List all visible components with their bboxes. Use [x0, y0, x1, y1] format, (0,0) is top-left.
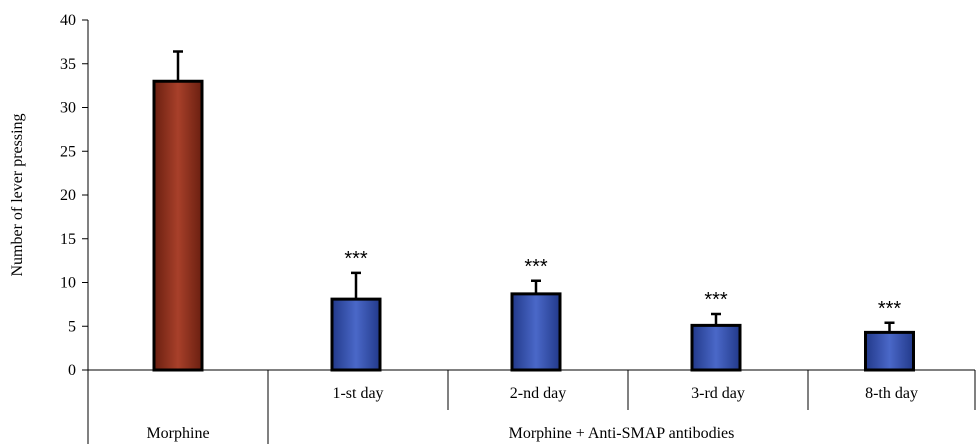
significance-label: ***	[704, 289, 728, 311]
bar	[332, 299, 380, 370]
y-axis-label: Number of lever pressing	[9, 113, 26, 276]
x-category-label: 2-nd day	[510, 385, 566, 402]
y-tick-label: 20	[60, 187, 76, 204]
y-tick-label: 30	[60, 100, 76, 117]
x-category-label: 8-th day	[865, 385, 918, 402]
x-group-label: Morphine + Anti-SMAP antibodies	[509, 425, 735, 442]
significance-label: ***	[344, 248, 368, 270]
y-tick-label: 35	[60, 56, 76, 73]
significance-label: ***	[524, 256, 548, 278]
significance-label: ***	[878, 298, 902, 320]
labels: Number of lever pressing *** 1-st day *** 2-…	[9, 113, 918, 442]
bars	[154, 52, 914, 371]
bar	[154, 81, 202, 370]
y-tick-label: 25	[60, 143, 76, 160]
bar	[512, 294, 560, 370]
y-tick-label: 0	[68, 362, 76, 379]
y-tick-label: 15	[60, 231, 76, 248]
bar	[692, 325, 740, 370]
bar	[866, 332, 914, 370]
y-tick-label: 5	[68, 318, 76, 335]
y-tick-label: 40	[60, 12, 76, 29]
x-category-label: 1-st day	[332, 385, 383, 402]
x-category-label: 3-rd day	[691, 385, 745, 402]
y-tick-label: 10	[60, 275, 76, 292]
x-group-label: Morphine	[146, 425, 209, 442]
